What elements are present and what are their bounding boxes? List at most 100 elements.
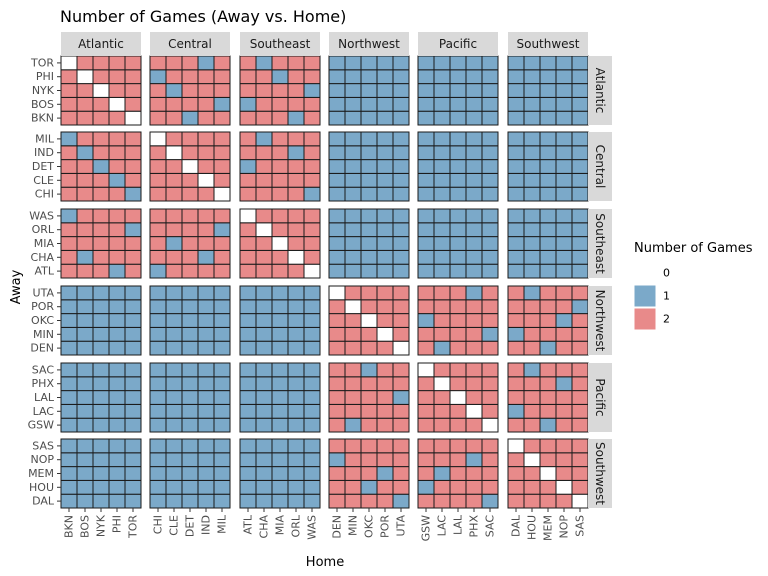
cell-mil-at-gsw	[417, 131, 435, 147]
cell-phx-at-dal	[507, 376, 525, 392]
cell-mem-at-was	[303, 466, 321, 481]
cell-mil-at-sac	[481, 131, 499, 147]
cell-sac-at-orl	[287, 362, 305, 378]
cell-okc-at-lal	[449, 313, 467, 328]
cell-ind-at-cle	[165, 145, 183, 161]
cell-gsw-at-bkn	[60, 417, 78, 433]
x-tick-min: MIN	[347, 515, 360, 536]
cell-lac-at-mem	[539, 403, 557, 419]
cell-mem-at-uta	[392, 466, 410, 481]
cell-ind-at-okc	[360, 145, 378, 161]
cell-sas-at-hou	[523, 438, 541, 454]
cell-cle-at-sac	[481, 172, 499, 188]
cell-por-at-nyk	[92, 299, 110, 315]
x-tick-atl: ATL	[242, 514, 255, 534]
cell-sac-at-det	[181, 362, 199, 378]
cell-ind-at-bos	[76, 145, 94, 161]
cell-nyk-at-lal	[449, 83, 467, 98]
cell-sas-at-phi	[108, 438, 126, 454]
cell-den-at-chi	[149, 340, 167, 356]
cell-was-at-den	[328, 208, 346, 224]
cell-ind-at-was	[303, 145, 321, 161]
cell-hou-at-bkn	[60, 479, 78, 495]
cell-nyk-at-atl	[239, 83, 257, 98]
cell-atl-at-nyk	[92, 263, 110, 279]
cell-cle-at-uta	[392, 172, 410, 188]
cell-hou-at-chi	[149, 479, 167, 495]
cell-atl-at-ind	[197, 263, 215, 279]
cell-bkn-at-okc	[360, 110, 378, 126]
cell-mia-at-bkn	[60, 236, 78, 251]
cell-nop-at-chi	[149, 452, 167, 468]
cell-gsw-at-phx	[465, 417, 483, 433]
cell-lal-at-gsw	[417, 390, 435, 405]
cell-cha-at-mil	[213, 249, 231, 265]
cell-mil-at-ind	[197, 131, 215, 147]
cell-chi-at-nyk	[92, 186, 110, 202]
cell-lac-at-dal	[507, 403, 525, 419]
cell-mia-at-den	[328, 236, 346, 251]
panel-southeast-vs-southeast	[239, 208, 321, 279]
cell-lal-at-lac	[433, 390, 451, 405]
cell-hou-at-nop	[555, 479, 573, 495]
cell-bkn-at-det	[181, 110, 199, 126]
cell-dal-at-uta	[392, 493, 410, 509]
cell-cha-at-sac	[481, 249, 499, 265]
cell-hou-at-nyk	[92, 479, 110, 495]
cell-nyk-at-phi	[108, 83, 126, 98]
cell-cha-at-por	[376, 249, 394, 265]
cell-det-at-orl	[287, 159, 305, 174]
cell-sac-at-cha	[255, 362, 273, 378]
cell-nop-at-den	[328, 452, 346, 468]
cell-lac-at-chi	[149, 403, 167, 419]
col-strip-central	[150, 32, 230, 56]
cell-lac-at-por	[376, 403, 394, 419]
cell-was-at-phx	[465, 208, 483, 224]
cell-gsw-at-mem	[539, 417, 557, 433]
y-tick-det: DET	[32, 160, 54, 173]
cell-mem-at-phi	[108, 466, 126, 481]
cell-bos-at-por	[376, 96, 394, 112]
cell-ind-at-uta	[392, 145, 410, 161]
cell-dal-at-nop	[555, 493, 573, 509]
cell-lac-at-sac	[481, 403, 499, 419]
panel-central-vs-pacific	[417, 131, 499, 202]
cell-det-at-dal	[507, 159, 525, 174]
cell-okc-at-bkn	[60, 313, 78, 328]
cell-mem-at-dal	[507, 466, 525, 481]
cell-den-at-nop	[555, 340, 573, 356]
cell-det-at-gsw	[417, 159, 435, 174]
cell-cle-at-mil	[213, 172, 231, 188]
cell-min-at-lal	[449, 326, 467, 342]
cell-okc-at-sas	[571, 313, 589, 328]
cell-nyk-at-phx	[465, 83, 483, 98]
cell-nop-at-gsw	[417, 452, 435, 468]
cell-nop-at-mem	[539, 452, 557, 468]
cell-tor-at-sac	[481, 55, 499, 71]
cell-ind-at-bkn	[60, 145, 78, 161]
cell-mil-at-den	[328, 131, 346, 147]
cell-mem-at-sas	[571, 466, 589, 481]
cell-nop-at-por	[376, 452, 394, 468]
cell-mil-at-mem	[539, 131, 557, 147]
cell-bkn-at-mia	[271, 110, 289, 126]
cell-nyk-at-okc	[360, 83, 378, 98]
cell-bos-at-den	[328, 96, 346, 112]
cell-lac-at-nop	[555, 403, 573, 419]
cell-nop-at-phi	[108, 452, 126, 468]
cell-mia-at-mil	[213, 236, 231, 251]
cell-was-at-mil	[213, 208, 231, 224]
cell-nop-at-cha	[255, 452, 273, 468]
cell-cle-at-ind	[197, 172, 215, 188]
cell-chi-at-cle	[165, 186, 183, 202]
y-tick-dal: DAL	[32, 495, 55, 508]
y-tick-uta: UTA	[33, 286, 55, 299]
cell-lac-at-orl	[287, 403, 305, 419]
col-strip-label-southeast: Southeast	[250, 37, 311, 51]
cell-bkn-at-chi	[149, 110, 167, 126]
cell-cle-at-atl	[239, 172, 257, 188]
cell-tor-at-uta	[392, 55, 410, 71]
cell-nyk-at-orl	[287, 83, 305, 98]
cell-por-at-lal	[449, 299, 467, 315]
cell-den-at-lal	[449, 340, 467, 356]
